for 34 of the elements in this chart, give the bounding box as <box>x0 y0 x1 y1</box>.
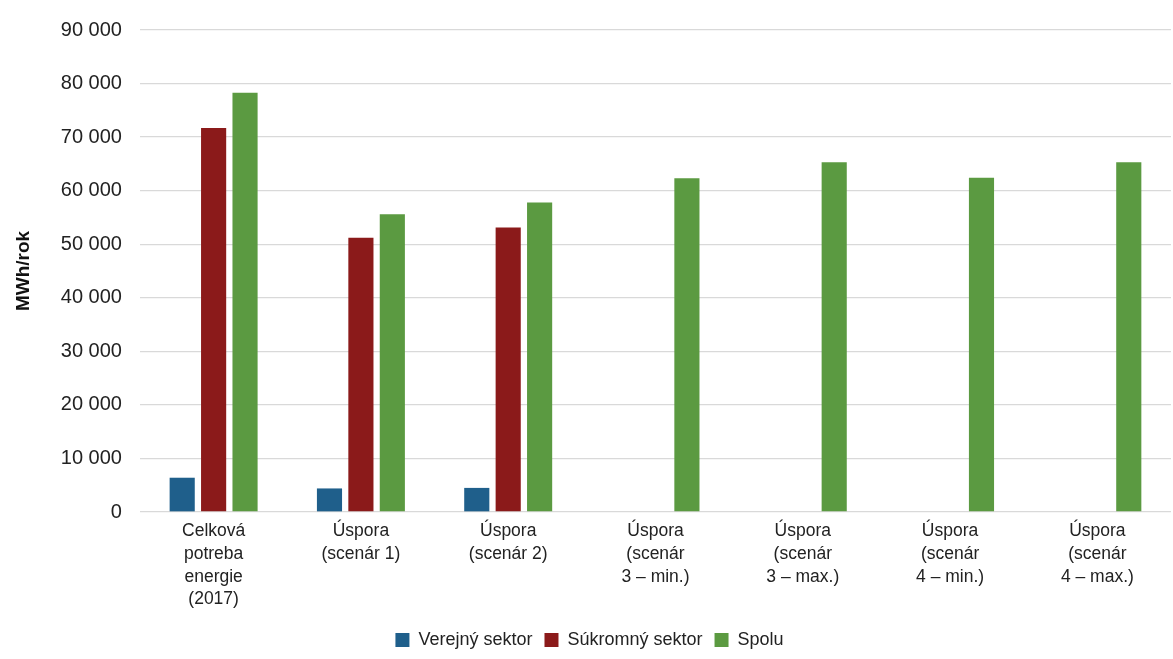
x-tick-label: Úspora (scenár 4 – max.) <box>1060 519 1134 586</box>
bar <box>169 477 195 512</box>
bar <box>232 92 258 512</box>
bar <box>316 488 343 512</box>
bar <box>821 162 847 512</box>
bar <box>1116 162 1142 512</box>
y-tick-label: 60 000 <box>60 178 122 201</box>
y-tick-label: 30 000 <box>60 338 122 361</box>
bar <box>201 128 227 512</box>
x-tick-label: Úspora (scenár 4 – min.) <box>916 519 985 586</box>
y-tick-label: 70 000 <box>60 124 122 147</box>
bar <box>379 214 405 512</box>
y-tick-label: 50 000 <box>60 231 122 254</box>
x-tick-label: Celková potreba energie (2017) <box>182 520 246 609</box>
legend-label: Spolu <box>737 628 784 649</box>
bar <box>348 237 374 512</box>
y-tick-label: 90 000 <box>60 17 122 40</box>
x-tick-label: Úspora (scenár 2) <box>468 519 548 563</box>
y-tick-label: 10 000 <box>60 445 122 468</box>
y-tick-label: 20 000 <box>60 392 122 415</box>
y-tick-label: 0 <box>110 499 122 522</box>
legend-label: Súkromný sektor <box>567 628 703 649</box>
x-tick-label: Úspora (scenár 3 – max.) <box>766 519 840 586</box>
y-tick-label: 40 000 <box>60 285 122 308</box>
x-tick-label: Úspora (scenár 1) <box>321 519 401 563</box>
bar <box>527 202 553 512</box>
bar <box>495 227 521 512</box>
y-tick-label: 80 000 <box>60 71 122 94</box>
legend-label: Verejný sektor <box>418 628 533 649</box>
bar <box>464 487 490 512</box>
bar <box>968 177 995 512</box>
bar <box>674 178 700 512</box>
y-axis-title: MWh/rok <box>11 230 33 312</box>
x-tick-label: Úspora (scenár 3 – min.) <box>621 519 690 586</box>
